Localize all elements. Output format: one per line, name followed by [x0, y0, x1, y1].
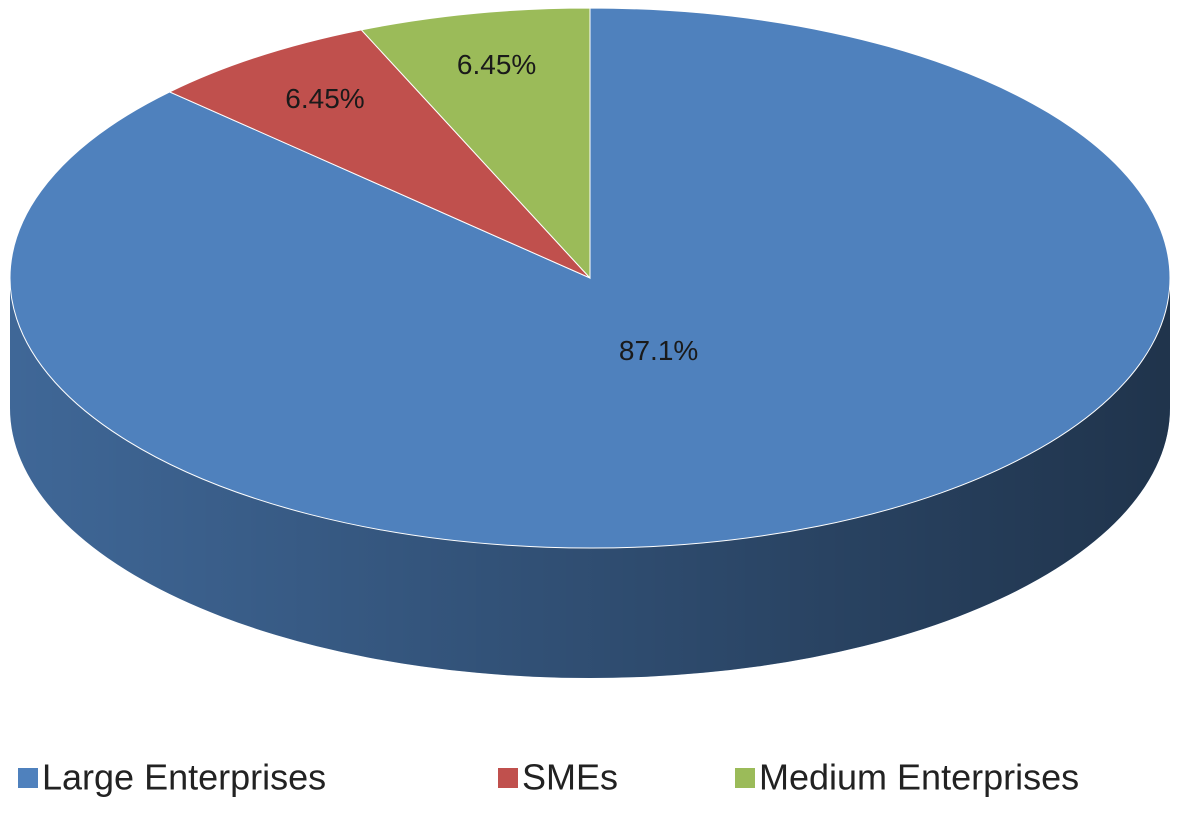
pie-side-shade	[10, 278, 1170, 678]
legend-label: SMEs	[522, 757, 618, 798]
pie-slice	[360, 7, 591, 280]
legend-label: Medium Enterprises	[759, 757, 1079, 798]
value-label: 87.1%	[619, 335, 698, 366]
legend-swatch	[735, 768, 755, 788]
pie-slice	[168, 29, 591, 279]
value-label: 6.45%	[457, 49, 536, 80]
value-label: 6.45%	[285, 83, 364, 114]
legend-label: Large Enterprises	[42, 757, 326, 798]
legend-swatch	[18, 768, 38, 788]
legend-swatch	[498, 768, 518, 788]
